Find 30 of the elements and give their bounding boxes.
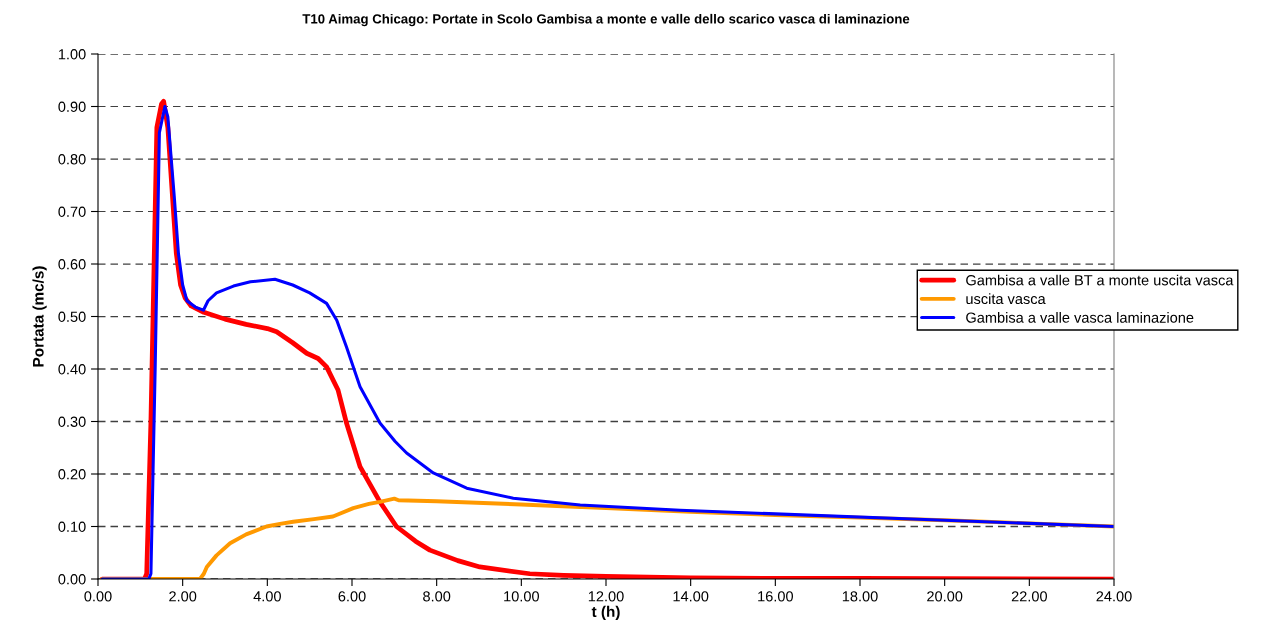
y-tick-label: 0.40 — [58, 364, 86, 375]
y-tick-label: 0.80 — [58, 154, 86, 165]
y-tick-label: 0.00 — [58, 574, 86, 585]
y-axis-title: Portata (mc/s) — [32, 266, 47, 367]
x-tick-label: 8.00 — [423, 591, 451, 602]
chart-title: T10 Aimag Chicago: Portate in Scolo Gambisa a monte e valle dello scarico vasca di laminazione — [302, 13, 910, 27]
x-tick-label: 2.00 — [169, 591, 197, 602]
y-tick-label: 0.10 — [58, 521, 86, 532]
x-tick-label: 14.00 — [673, 591, 709, 602]
y-tick-label: 0.30 — [58, 416, 86, 427]
y-tick-label: 0.90 — [58, 101, 86, 112]
x-tick-label: 24.00 — [1096, 591, 1132, 602]
y-tick-label: 0.70 — [58, 206, 86, 217]
x-tick-label: 18.00 — [842, 591, 878, 602]
x-tick-label: 22.00 — [1011, 591, 1048, 602]
x-tick-label: 4.00 — [253, 591, 281, 602]
x-tick-label: 20.00 — [927, 591, 963, 602]
legend-label: uscita vasca — [966, 293, 1046, 305]
x-tick-label: 0.00 — [84, 591, 112, 602]
y-tick-label: 0.20 — [58, 469, 86, 480]
x-axis-title: t (h) — [591, 605, 620, 621]
legend-label: Gambisa a valle vasca laminazione — [966, 312, 1194, 323]
x-tick-label: 10.00 — [504, 591, 540, 602]
y-tick-label: 1.00 — [58, 49, 86, 60]
y-tick-label: 0.60 — [58, 259, 86, 270]
x-tick-label: 16.00 — [758, 591, 794, 602]
legend-label: Gambisa a valle BT a monte uscita vasca — [966, 274, 1234, 286]
x-tick-label: 6.00 — [338, 591, 366, 602]
x-tick-label: 12.00 — [588, 591, 624, 602]
y-tick-label: 0.50 — [58, 311, 86, 322]
